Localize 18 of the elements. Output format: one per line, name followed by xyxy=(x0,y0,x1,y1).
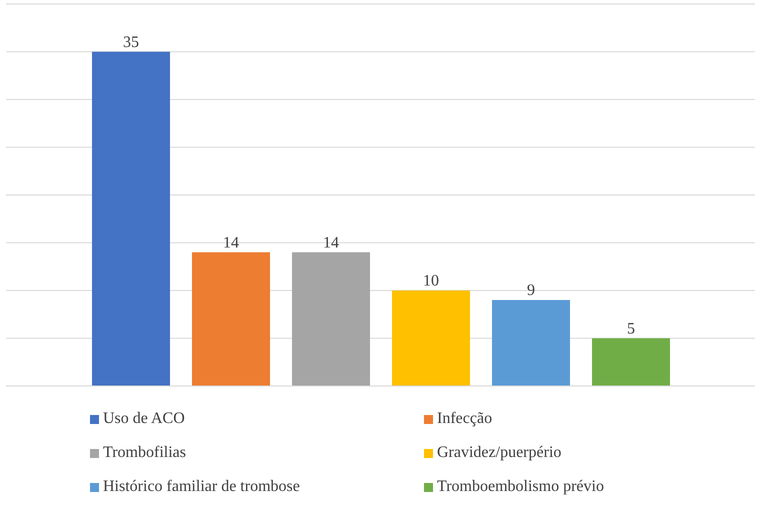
bar xyxy=(592,338,670,386)
legend-label: Gravidez/puerpério xyxy=(437,444,562,461)
bar xyxy=(392,290,470,386)
legend-label: Uso de ACO xyxy=(103,410,185,427)
data-label: 35 xyxy=(123,34,139,51)
bar xyxy=(192,252,270,386)
legend-label: Histórico familiar de trombose xyxy=(103,478,300,495)
legend-label: Tromboembolismo prévio xyxy=(437,478,604,495)
data-label: 9 xyxy=(527,282,535,300)
data-label: 14 xyxy=(323,234,339,252)
data-label: 5 xyxy=(627,320,635,338)
data-label: 10 xyxy=(423,272,439,290)
legend-label: Infecção xyxy=(437,410,492,427)
data-label: 14 xyxy=(223,234,239,252)
legend-label: Trombofilias xyxy=(103,444,186,461)
bar xyxy=(292,252,370,386)
bar xyxy=(92,52,170,386)
bar xyxy=(492,300,570,386)
